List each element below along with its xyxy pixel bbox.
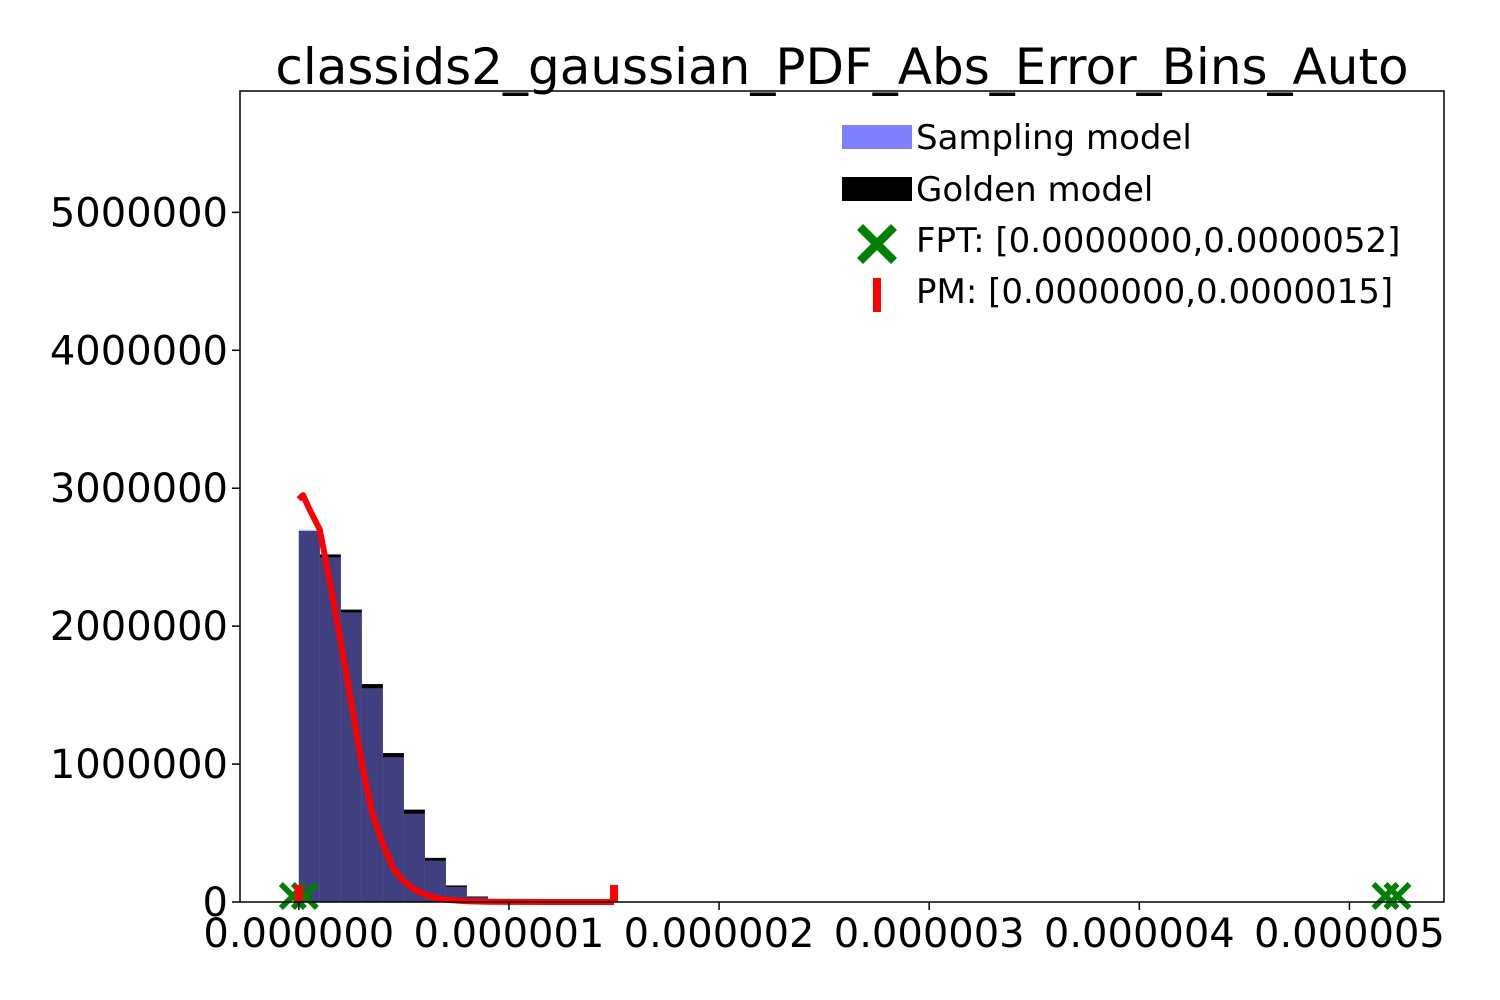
chart-title: classids2_gaussian_PDF_Abs_Error_Bins_Au… bbox=[275, 38, 1408, 96]
pm-marker bbox=[294, 885, 303, 902]
y-axis: 0 1000000 2000000 3000000 4000000 5000000 bbox=[50, 190, 240, 926]
sampling-bar bbox=[298, 529, 320, 902]
sampling-bar bbox=[361, 688, 383, 902]
legend-label-sampling: Sampling model bbox=[916, 118, 1192, 158]
fpt-marker bbox=[1383, 882, 1412, 910]
pm-marker bbox=[610, 885, 619, 902]
legend-swatch-golden bbox=[842, 177, 912, 201]
sampling-bar bbox=[403, 813, 425, 902]
sampling-bar bbox=[319, 557, 341, 902]
plot-area bbox=[278, 492, 1412, 910]
y-tick-label: 1000000 bbox=[50, 742, 228, 788]
y-tick-label: 2000000 bbox=[50, 604, 228, 650]
legend-label-fpt: FPT: [0.0000000,0.0000052] bbox=[916, 221, 1400, 261]
fpt-marker-shape bbox=[1383, 882, 1412, 910]
y-tick-label: 5000000 bbox=[50, 190, 228, 236]
x-axis: 0.000000 0.000001 0.000002 0.000003 0.000004… bbox=[203, 902, 1445, 957]
axes-frame bbox=[239, 90, 1445, 903]
legend-marker-fpt bbox=[857, 224, 897, 264]
legend: Sampling model Golden model FPT: [0.0000… bbox=[842, 118, 1400, 312]
x-tick-label: 0.000004 bbox=[1044, 911, 1235, 957]
sampling-bar bbox=[424, 860, 446, 902]
y-tick-label: 3000000 bbox=[50, 466, 228, 512]
y-tick-label: 0 bbox=[203, 880, 228, 926]
legend-label-pm: PM: [0.0000000,0.0000015] bbox=[916, 272, 1393, 312]
x-tick-label: 0.000001 bbox=[414, 911, 605, 957]
sampling-bar bbox=[382, 757, 404, 902]
x-tick-label: 0.000000 bbox=[203, 911, 394, 957]
x-tick-label: 0.000002 bbox=[624, 911, 815, 957]
y-tick-label: 4000000 bbox=[50, 328, 228, 374]
legend-swatch-sampling bbox=[842, 125, 912, 149]
legend-marker-pm bbox=[873, 278, 881, 312]
x-tick-label: 0.000003 bbox=[834, 911, 1025, 957]
legend-label-golden: Golden model bbox=[916, 170, 1153, 210]
x-tick-label: 0.000005 bbox=[1254, 911, 1445, 957]
